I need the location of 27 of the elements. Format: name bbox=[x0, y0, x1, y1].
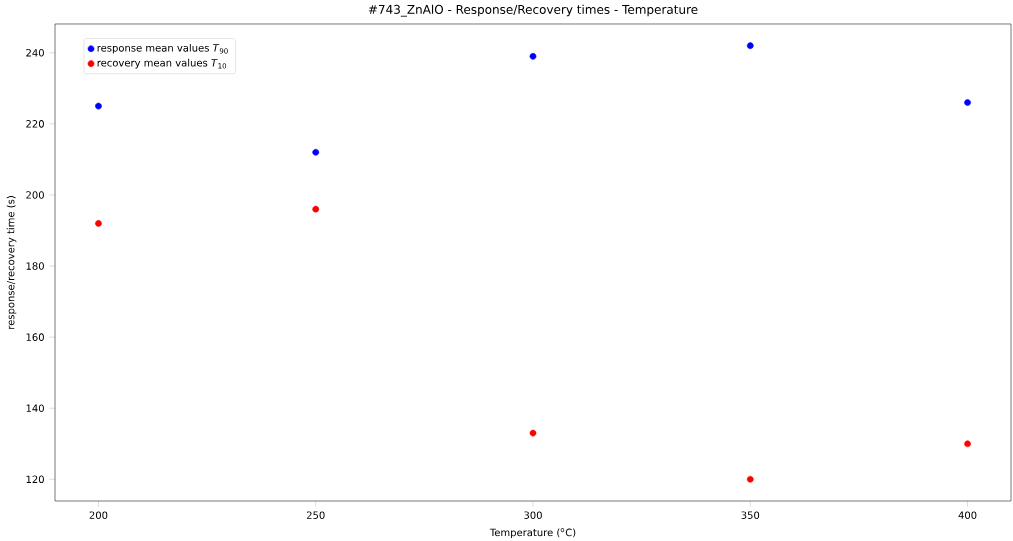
x-tick-label: 350 bbox=[741, 511, 760, 519]
point bbox=[95, 220, 102, 227]
point bbox=[964, 99, 971, 106]
y-tick-label: 220 bbox=[26, 120, 44, 128]
x-axis-title: Temperature ($^{o}$C) bbox=[489, 528, 576, 539]
point bbox=[746, 475, 754, 483]
y-tick-label: 160 bbox=[26, 333, 44, 341]
chart-title: #743_ZnAlO - Response/Recovery times - Temperature bbox=[368, 4, 698, 17]
y-axis-title: response/recovery time (s) bbox=[6, 196, 17, 329]
x-tick-label: 400 bbox=[958, 511, 977, 519]
x-tick-label: 200 bbox=[89, 511, 108, 519]
x-tick-label: 300 bbox=[524, 511, 542, 519]
y-tick-label: 240 bbox=[26, 48, 44, 57]
point bbox=[529, 53, 537, 60]
y-tick-label: 140 bbox=[26, 404, 44, 412]
point bbox=[95, 102, 102, 110]
point bbox=[312, 205, 320, 213]
x-tick-label: 250 bbox=[306, 511, 325, 519]
legend-label: recovery mean values T$_{10}$ bbox=[97, 58, 227, 69]
point bbox=[964, 440, 971, 448]
y-tick-label: 180 bbox=[26, 262, 44, 270]
legend-label: response mean values T$_{90}$ bbox=[97, 43, 228, 54]
y-tick-label: 120 bbox=[26, 475, 44, 484]
point bbox=[746, 42, 754, 49]
point bbox=[529, 429, 537, 437]
point bbox=[312, 148, 320, 156]
y-tick-label: 200 bbox=[26, 191, 44, 199]
